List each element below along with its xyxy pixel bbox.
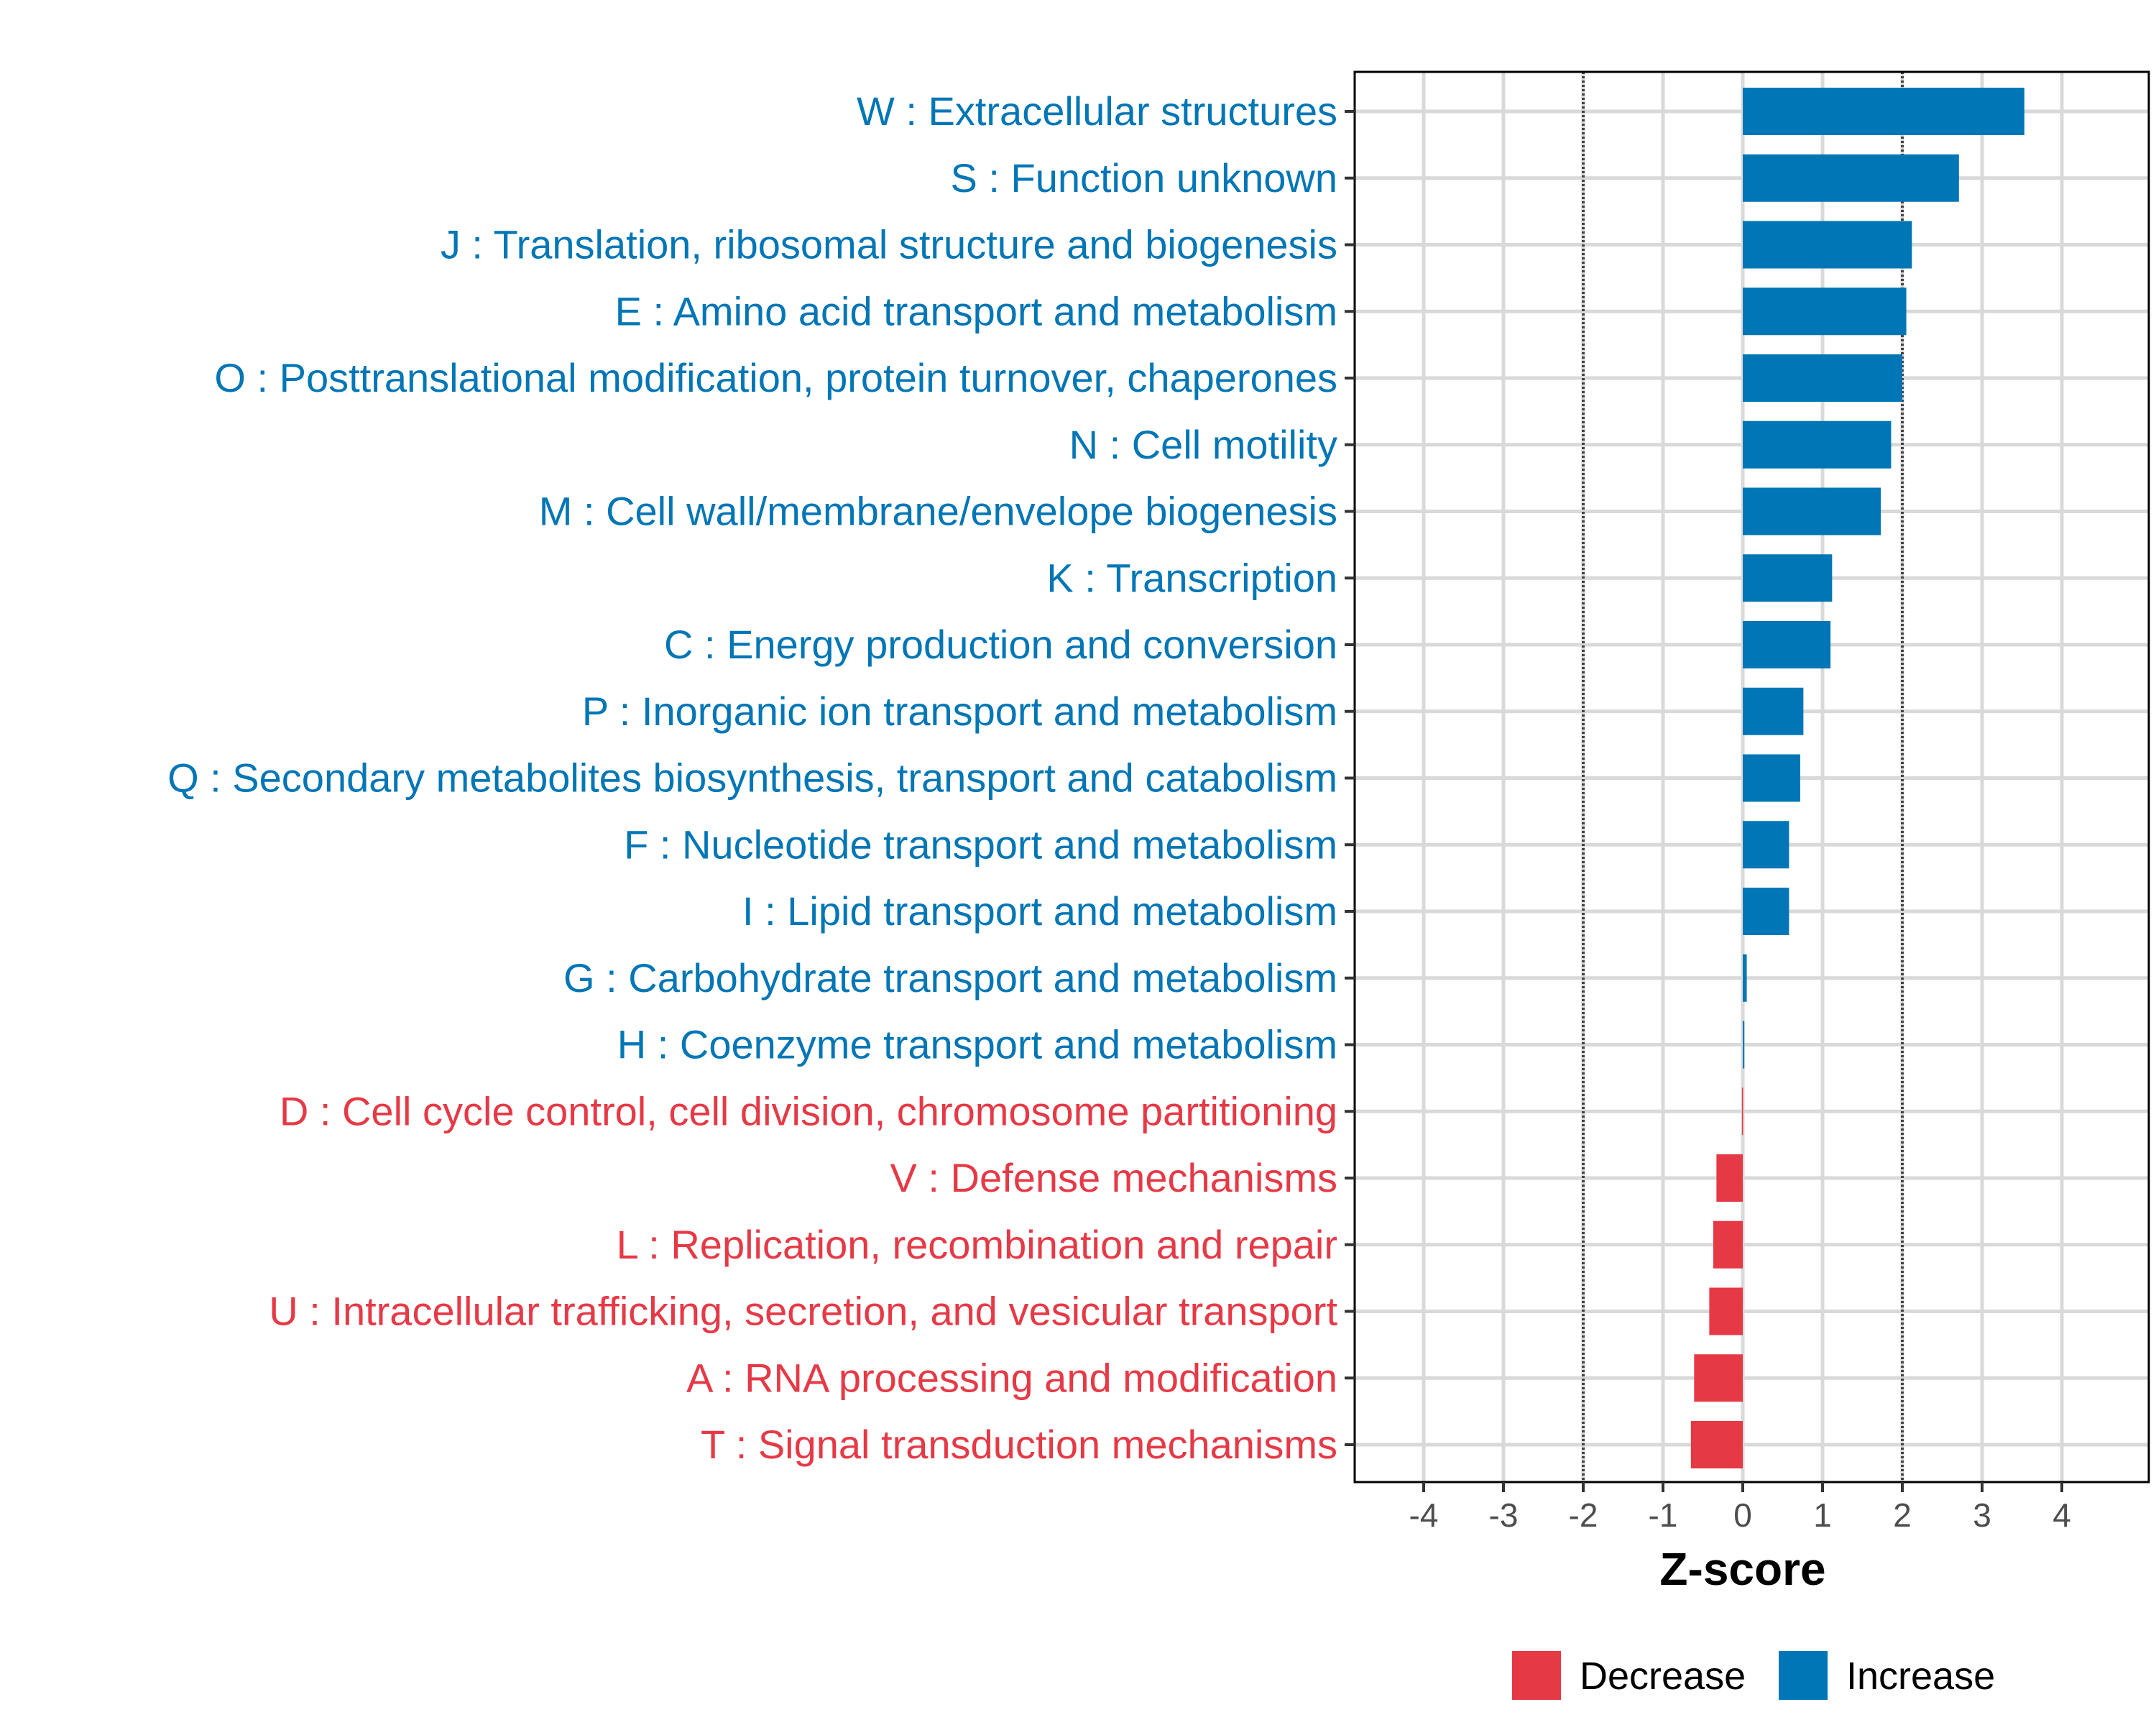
x-tick-label: 2 [1893, 1496, 1912, 1534]
bar [1743, 288, 1907, 336]
bar [1743, 954, 1747, 1002]
bar [1743, 1021, 1745, 1069]
x-axis-title: Z-score [1659, 1543, 1825, 1595]
legend-label: Increase [1846, 1655, 1995, 1698]
reference-lines [1582, 72, 1904, 1482]
bar [1694, 1354, 1743, 1402]
y-tick-label: L : Replication, recombination and repai… [617, 1222, 1337, 1267]
y-tick-label: E : Amino acid transport and metabolism [615, 288, 1337, 334]
x-tick-label: 3 [1973, 1496, 1991, 1534]
bar [1743, 821, 1789, 869]
legend-swatch [1779, 1651, 1828, 1700]
bar [1743, 154, 1959, 202]
x-tick-label: 1 [1813, 1496, 1832, 1534]
y-tick-label: P : Inorganic ion transport and metaboli… [582, 689, 1337, 734]
bar [1743, 554, 1833, 602]
bar [1743, 221, 1912, 269]
y-axis: W : Extracellular structures S : Function… [167, 88, 1355, 1467]
x-tick-label: 0 [1733, 1496, 1752, 1534]
bar [1743, 88, 2024, 135]
y-tick-label: O : Posttranslational modification, prot… [214, 355, 1337, 400]
x-tick-label: -3 [1489, 1496, 1519, 1534]
x-tick-label: -1 [1649, 1496, 1678, 1534]
y-tick-label: F : Nucleotide transport and metabolism [624, 822, 1337, 867]
bar [1743, 354, 1902, 402]
y-tick-label: K : Transcription [1046, 555, 1337, 600]
y-tick-label: V : Defense mechanisms [890, 1155, 1337, 1200]
bars [1690, 88, 2024, 1468]
legend: Decrease Increase [1512, 1651, 1995, 1700]
y-tick-label: Q : Secondary metabolites biosynthesis, … [167, 755, 1337, 801]
bar [1741, 1087, 1743, 1136]
bar [1716, 1154, 1743, 1202]
y-tick-label: J : Translation, ribosomal structure and… [441, 222, 1337, 267]
y-tick-label: S : Function unknown [950, 155, 1337, 201]
x-tick-label: -4 [1409, 1496, 1439, 1534]
y-tick-label: H : Coenzyme transport and metabolism [617, 1022, 1337, 1067]
y-tick-label: W : Extracellular structures [857, 88, 1337, 134]
y-tick-label: M : Cell wall/membrane/envelope biogenes… [539, 489, 1337, 534]
bar [1709, 1287, 1743, 1335]
x-axis: -4 -3 -2 -1 0 1 2 3 4 [1409, 1482, 2071, 1534]
bar [1743, 888, 1789, 935]
bar [1690, 1421, 1743, 1468]
y-tick-label: G : Carbohydrate transport and metabolis… [563, 955, 1337, 1000]
bar [1743, 754, 1800, 802]
bar [1743, 420, 1892, 469]
y-tick-label: N : Cell motility [1069, 422, 1337, 467]
x-tick-label: -2 [1569, 1496, 1598, 1534]
legend-label: Decrease [1580, 1655, 1746, 1698]
y-tick-label: T : Signal transduction mechanisms [701, 1422, 1337, 1467]
y-tick-label: C : Energy production and conversion [664, 622, 1337, 667]
legend-swatch [1512, 1651, 1561, 1700]
bar [1713, 1220, 1743, 1269]
y-tick-label: U : Intracellular trafficking, secretion… [269, 1289, 1337, 1334]
bar [1743, 687, 1804, 735]
bar [1743, 621, 1831, 668]
y-tick-label: A : RNA processing and modification [686, 1355, 1337, 1400]
x-tick-label: 4 [2053, 1496, 2071, 1534]
y-tick-label: I : Lipid transport and metabolism [742, 888, 1337, 934]
bar [1743, 487, 1881, 535]
y-tick-label: D : Cell cycle control, cell division, c… [280, 1088, 1337, 1133]
